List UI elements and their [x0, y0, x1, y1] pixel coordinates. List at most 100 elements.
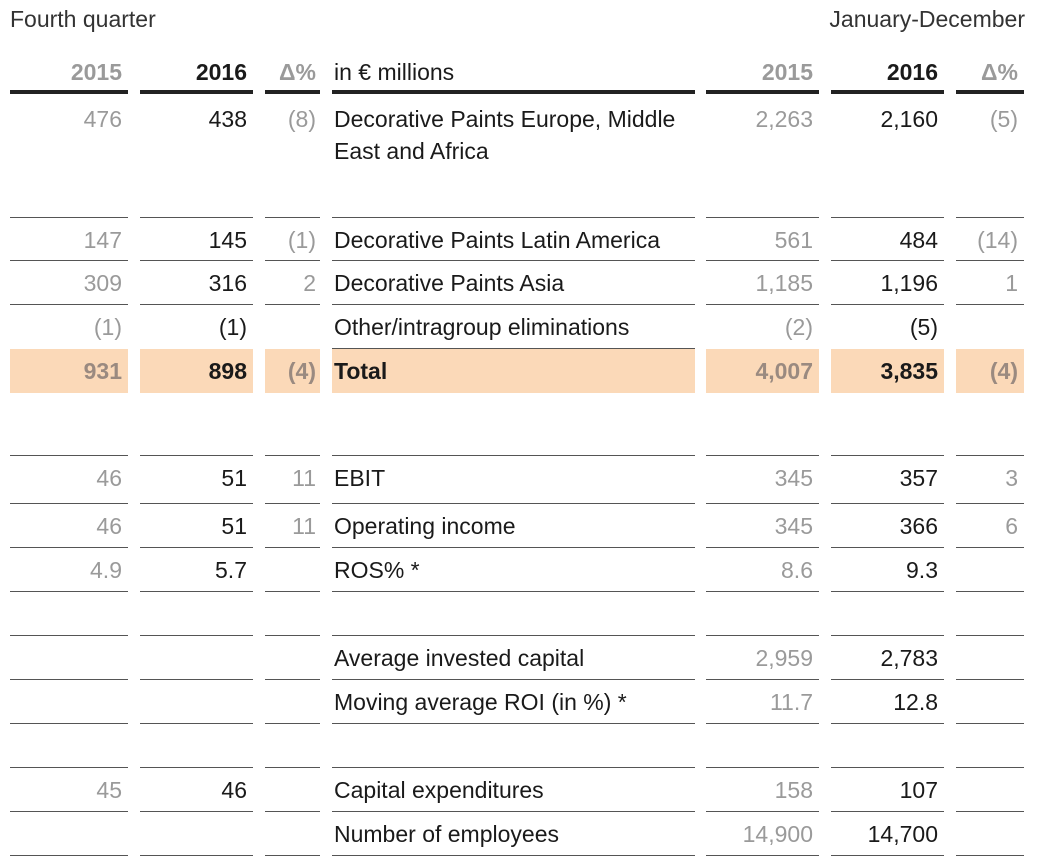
cell-q2015: 931	[10, 349, 128, 393]
cell-yd	[956, 548, 1024, 592]
cell-yd	[956, 812, 1024, 856]
table-row: (1) (1) Other/intragroup eliminations (2) (5…	[0, 305, 1037, 349]
cell-yd: (4)	[956, 349, 1024, 393]
cell-y2015: 4,007	[706, 349, 819, 393]
cell-q2015: 476	[10, 97, 128, 218]
cell-y2016: 2,160	[831, 97, 944, 218]
cell-q2015	[10, 812, 128, 856]
cell-q2016: 898	[140, 349, 253, 393]
cell-qd	[265, 724, 320, 768]
cell-q2016: 316	[140, 261, 253, 305]
table-row: 46 51 11 EBIT 345 357 3	[0, 456, 1037, 504]
cell-y2015	[706, 724, 819, 768]
cell-y2016: 357	[831, 456, 944, 504]
cell-qd: 11	[265, 504, 320, 548]
header-y-2015: 2015	[706, 52, 819, 94]
cell-y2015: 2,263	[706, 97, 819, 218]
cell-q2016	[140, 680, 253, 724]
cell-label: Moving average ROI (in %) *	[332, 680, 695, 724]
cell-y2016: 9.3	[831, 548, 944, 592]
table-row: Average invested capital 2,959 2,783	[0, 636, 1037, 680]
cell-y2015: 158	[706, 768, 819, 812]
cell-q2015: 46	[10, 456, 128, 504]
cell-q2016	[140, 636, 253, 680]
cell-qd	[265, 548, 320, 592]
header-y-delta: Δ%	[956, 52, 1024, 94]
cell-yd: (14)	[956, 218, 1024, 261]
cell-y2016: 484	[831, 218, 944, 261]
table-row: 476 438 (8) Decorative Paints Europe, Middl…	[0, 97, 1037, 218]
cell-label: Other/intragroup eliminations	[332, 305, 695, 349]
cell-qd: (1)	[265, 218, 320, 261]
cell-q2015: 46	[10, 504, 128, 548]
cell-yd	[956, 592, 1024, 636]
cell-y2016	[831, 592, 944, 636]
cell-y2016: 366	[831, 504, 944, 548]
cell-label: Number of employees	[332, 812, 695, 856]
cell-y2016: 2,783	[831, 636, 944, 680]
cell-y2016: 14,700	[831, 812, 944, 856]
cell-label	[332, 393, 695, 456]
cell-yd: 1	[956, 261, 1024, 305]
cell-yd: 6	[956, 504, 1024, 548]
cell-label: Average invested capital	[332, 636, 695, 680]
cell-q2016: 438	[140, 97, 253, 218]
cell-q2015: (1)	[93, 314, 122, 340]
cell-yd	[956, 305, 1024, 349]
cell-y2015: 8.6	[706, 548, 819, 592]
table-row: Moving average ROI (in %) * 11.7 12.8	[0, 680, 1037, 724]
cell-yd: 3	[956, 456, 1024, 504]
cell-label: Decorative Paints Europe, Middle East an…	[332, 97, 695, 218]
cell-yd	[956, 680, 1024, 724]
cell-q2016: 51	[140, 504, 253, 548]
cell-label: Capital expenditures	[332, 768, 695, 812]
cell-label: Total	[332, 349, 695, 393]
cell-q2015: 147	[10, 218, 128, 261]
spacer-row	[0, 393, 1037, 456]
cell-y2016: 107	[831, 768, 944, 812]
cell-q2016: 46	[140, 768, 253, 812]
cell-yd	[956, 768, 1024, 812]
cell-q2016	[140, 724, 253, 768]
cell-qd	[265, 305, 320, 349]
cell-label: EBIT	[332, 456, 695, 504]
header-q-2016: 2016	[140, 52, 253, 94]
cell-y2016	[831, 724, 944, 768]
cell-label: Operating income	[332, 504, 695, 548]
cell-q2016	[140, 393, 253, 456]
cell-qd	[265, 768, 320, 812]
cell-q2016: 51	[140, 456, 253, 504]
cell-q2016	[140, 592, 253, 636]
cell-yd	[956, 636, 1024, 680]
header-unit: in € millions	[332, 52, 695, 94]
cell-yd	[956, 724, 1024, 768]
cell-label: ROS% *	[332, 548, 695, 592]
cell-qd: 2	[265, 261, 320, 305]
cell-y2015: 14,900	[706, 812, 819, 856]
cell-y2016	[831, 393, 944, 456]
spacer-row	[0, 592, 1037, 636]
header-q-2015: 2015	[10, 52, 128, 94]
header-y-2016: 2016	[831, 52, 944, 94]
cell-yd	[956, 393, 1024, 456]
cell-y2015: 1,185	[706, 261, 819, 305]
cell-qd: 11	[265, 456, 320, 504]
cell-y2016: 3,835	[831, 349, 944, 393]
cell-qd	[265, 636, 320, 680]
cell-y2015: (2)	[784, 314, 813, 340]
total-row: 931 898 (4) Total 4,007 3,835 (4)	[0, 349, 1037, 393]
cell-q2015	[10, 393, 128, 456]
cell-y2016: (5)	[909, 314, 938, 340]
cell-qd	[265, 393, 320, 456]
cell-y2016: 1,196	[831, 261, 944, 305]
table-row: 309 316 2 Decorative Paints Asia 1,185 1,196 1	[0, 261, 1037, 305]
cell-label	[332, 592, 695, 636]
cell-y2015	[706, 393, 819, 456]
cell-q2016	[140, 812, 253, 856]
cell-q2015: 309	[10, 261, 128, 305]
cell-q2015	[10, 592, 128, 636]
cell-qd	[265, 812, 320, 856]
cell-qd: (4)	[265, 349, 320, 393]
cell-y2016: 12.8	[831, 680, 944, 724]
cell-q2016: 145	[140, 218, 253, 261]
